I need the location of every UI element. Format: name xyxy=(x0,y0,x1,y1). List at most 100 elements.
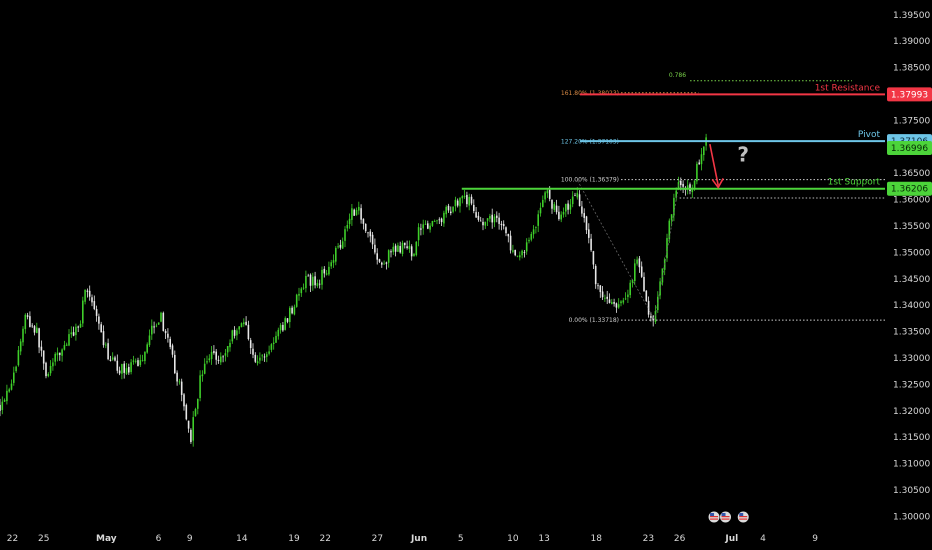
flag-stripe-icon xyxy=(739,516,748,518)
candle-body xyxy=(468,196,470,206)
candle-body xyxy=(22,328,24,343)
candle-body xyxy=(286,318,289,322)
candle-body xyxy=(638,258,641,268)
flag-canton-icon xyxy=(739,513,744,516)
candle-body xyxy=(590,238,592,251)
candle-body xyxy=(622,300,625,303)
candle-body xyxy=(259,357,261,361)
candle-body xyxy=(436,220,438,222)
x-tick-label: 22 xyxy=(7,534,18,544)
candle-body xyxy=(132,360,135,362)
price-badge-text: 1.36206 xyxy=(891,185,928,195)
candle-body xyxy=(348,218,351,225)
candle-body xyxy=(429,225,431,230)
candle-body xyxy=(592,251,595,265)
candle-body xyxy=(475,212,477,218)
candle-body xyxy=(139,360,142,365)
candle-body xyxy=(328,266,330,275)
candle-body xyxy=(406,246,408,249)
candle-body xyxy=(493,216,496,223)
candle-body xyxy=(392,246,395,252)
candle-body xyxy=(75,326,77,336)
candle-body xyxy=(236,330,238,336)
candle-body xyxy=(385,262,388,264)
candle-body xyxy=(438,219,441,221)
candle-body xyxy=(422,224,424,229)
fibonacci-levels: 161.80% (1.38023)127.20% (1.37103)100.00… xyxy=(561,72,885,324)
y-tick-label: 1.30500 xyxy=(893,486,930,496)
candle-body xyxy=(210,351,213,360)
candle-body xyxy=(387,250,390,263)
candle-body xyxy=(6,390,8,402)
candle-body xyxy=(298,293,300,296)
candle-body xyxy=(164,331,167,334)
candle-body xyxy=(279,324,282,331)
price-badge xyxy=(887,181,932,196)
candle-body xyxy=(224,353,227,356)
candle-body xyxy=(0,404,1,411)
candle-body xyxy=(650,316,652,318)
candle-body xyxy=(59,352,61,355)
x-tick-label: 4 xyxy=(760,534,766,544)
candle-body xyxy=(339,244,342,248)
candle-body xyxy=(615,303,618,308)
candle-body xyxy=(413,253,415,257)
candle-body xyxy=(47,373,50,377)
candle-body xyxy=(516,255,519,257)
candle-body xyxy=(102,331,105,346)
candle-body xyxy=(266,354,268,357)
candle-body xyxy=(130,362,132,373)
candle-body xyxy=(454,199,457,207)
candle-body xyxy=(519,255,521,258)
candle-body xyxy=(252,348,254,355)
candle-body xyxy=(270,344,273,350)
candles xyxy=(0,133,707,447)
current-price-badge xyxy=(887,140,932,155)
candle-body xyxy=(70,332,73,335)
candle-body xyxy=(532,229,535,235)
candle-body xyxy=(197,399,199,409)
candle-body xyxy=(558,211,560,220)
candle-body xyxy=(318,283,321,285)
candle-body xyxy=(52,362,54,367)
candle-body xyxy=(151,325,153,335)
candle-body xyxy=(95,309,98,316)
y-tick-label: 1.32500 xyxy=(893,380,930,390)
candle-body xyxy=(670,214,673,221)
candle-body xyxy=(284,318,286,330)
candle-body xyxy=(703,146,705,156)
candle-body xyxy=(54,353,56,362)
candle-body xyxy=(109,359,112,361)
candle-body xyxy=(604,297,606,299)
candle-body xyxy=(238,326,240,330)
candle-body xyxy=(456,200,459,206)
price-badge-text: 1.37993 xyxy=(891,90,928,100)
candle-body xyxy=(647,300,650,315)
candle-body xyxy=(502,224,505,227)
candle-body xyxy=(314,276,316,286)
candle-body xyxy=(355,209,358,216)
candle-body xyxy=(289,307,291,323)
x-tick-label: 10 xyxy=(507,534,519,544)
projection-arrow xyxy=(709,143,719,186)
candle-body xyxy=(36,327,38,333)
candle-body xyxy=(174,354,176,374)
candle-body xyxy=(323,268,326,274)
candle-body xyxy=(141,360,144,361)
candle-body xyxy=(666,238,668,259)
candle-body xyxy=(65,344,68,346)
candle-body xyxy=(42,350,45,364)
candle-body xyxy=(433,221,436,222)
candle-body xyxy=(24,314,27,330)
candle-body xyxy=(351,208,353,220)
candle-body xyxy=(553,204,556,210)
candle-body xyxy=(410,246,413,257)
candle-body xyxy=(544,192,546,200)
candle-body xyxy=(201,374,204,377)
candle-body xyxy=(362,218,365,224)
candle-body xyxy=(509,235,512,251)
candle-body xyxy=(535,227,537,229)
candle-body xyxy=(496,215,498,218)
